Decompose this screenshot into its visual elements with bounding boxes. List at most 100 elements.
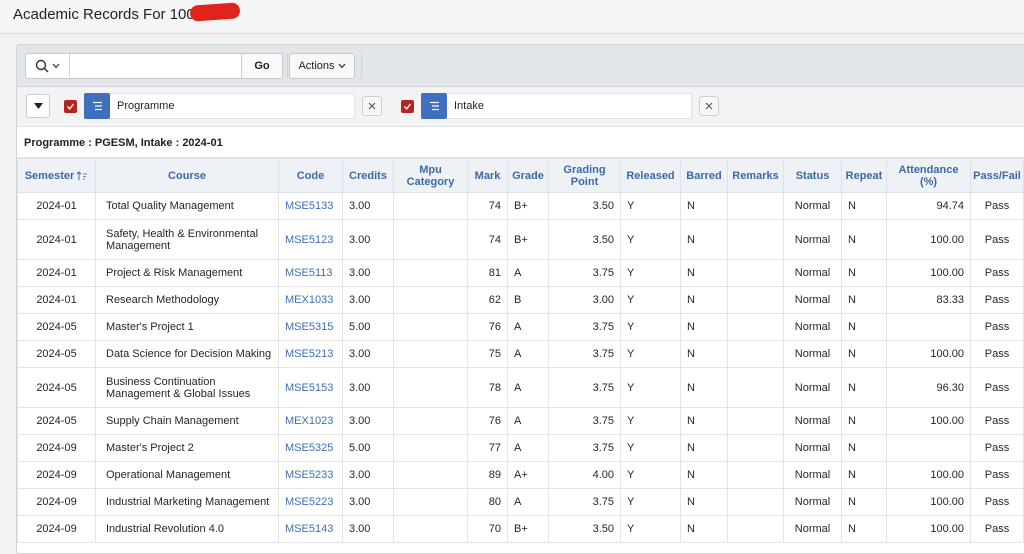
repeat-cell: N (841, 219, 887, 260)
grade-cell: A+ (507, 461, 549, 489)
filter-programme-checkbox[interactable] (64, 100, 77, 113)
table-row: 2024-09 Master's Project 2 MSE5325 5.00 77 A 3… (17, 434, 1024, 462)
remove-filter-programme-button[interactable] (362, 96, 382, 116)
semester-cell: 2024-05 (17, 367, 96, 408)
table-row: 2024-01 Project & Risk Management MSE5113 3… (17, 259, 1024, 287)
grade-cell: A (507, 259, 549, 287)
credits-cell: 5.00 (342, 434, 394, 462)
code-link[interactable]: MSE5113 (278, 259, 343, 287)
table-row: 2024-05 Data Science for Decision Making M… (17, 340, 1024, 368)
mark-cell: 75 (467, 340, 508, 368)
remarks-cell (727, 259, 784, 287)
repeat-cell: N (841, 313, 887, 341)
search-input[interactable] (71, 54, 241, 78)
released-cell: Y (620, 340, 681, 368)
released-cell: Y (620, 434, 681, 462)
course-cell: Operational Management (95, 461, 279, 489)
code-link[interactable]: MSE5315 (278, 313, 343, 341)
grading-point-cell: 3.00 (548, 286, 621, 314)
attendance-cell: 100.00 (886, 259, 971, 287)
column-header-credits[interactable]: Credits (342, 158, 394, 193)
grading-point-cell: 3.75 (548, 434, 621, 462)
collapse-filters-button[interactable] (26, 94, 50, 118)
code-link[interactable]: MEX1033 (278, 286, 343, 314)
grade-cell: B+ (507, 219, 549, 260)
attendance-cell: 100.00 (886, 488, 971, 516)
grade-cell: A (507, 340, 549, 368)
table-header-row: Semester Course Code Credits Mpu Categor… (17, 158, 1024, 193)
attendance-cell: 96.30 (886, 367, 971, 408)
code-link[interactable]: MSE5233 (278, 461, 343, 489)
search-scope-button[interactable] (26, 54, 70, 78)
repeat-cell: N (841, 434, 887, 462)
code-link[interactable]: MEX1023 (278, 407, 343, 435)
column-header-grading-point[interactable]: Grading Point (548, 158, 621, 193)
status-cell: Normal (783, 340, 842, 368)
grading-point-cell: 3.50 (548, 219, 621, 260)
mpu-category-cell (393, 340, 468, 368)
column-header-mark[interactable]: Mark (467, 158, 508, 193)
column-header-attendance[interactable]: Attendance (%) (886, 158, 971, 193)
status-cell: Normal (783, 259, 842, 287)
code-link[interactable]: MSE5153 (278, 367, 343, 408)
code-link[interactable]: MSE5143 (278, 515, 343, 543)
column-header-repeat[interactable]: Repeat (841, 158, 887, 193)
mark-cell: 80 (467, 488, 508, 516)
credits-cell: 3.00 (342, 259, 394, 287)
report-toolbar: Go Actions (17, 45, 1024, 87)
grade-cell: B (507, 286, 549, 314)
course-cell: Business Continuation Management & Globa… (95, 367, 279, 408)
credits-cell: 3.00 (342, 219, 394, 260)
semester-cell: 2024-01 (17, 192, 96, 220)
remarks-cell (727, 488, 784, 516)
go-button[interactable]: Go (241, 54, 282, 78)
status-cell: Normal (783, 286, 842, 314)
actions-button[interactable]: Actions (289, 53, 355, 79)
column-header-status[interactable]: Status (783, 158, 842, 193)
close-icon (705, 102, 713, 110)
barred-cell: N (680, 340, 728, 368)
caret-down-icon (33, 103, 43, 109)
mark-cell: 74 (467, 219, 508, 260)
status-cell: Normal (783, 461, 842, 489)
mark-cell: 76 (467, 313, 508, 341)
credits-cell: 3.00 (342, 407, 394, 435)
control-break-heading: Programme : PGESM, Intake : 2024-01 (17, 128, 1024, 158)
column-header-barred[interactable]: Barred (680, 158, 728, 193)
grade-cell: A (507, 313, 549, 341)
mpu-category-cell (393, 286, 468, 314)
mark-cell: 81 (467, 259, 508, 287)
code-link[interactable]: MSE5325 (278, 434, 343, 462)
filter-bar: Programme Intake (17, 87, 1024, 127)
check-icon (403, 103, 412, 110)
pass-fail-cell: Pass (970, 461, 1024, 489)
course-cell: Supply Chain Management (95, 407, 279, 435)
column-header-grade[interactable]: Grade (507, 158, 549, 193)
column-header-course[interactable]: Course (95, 158, 279, 193)
semester-cell: 2024-09 (17, 488, 96, 516)
column-header-mpu-category[interactable]: Mpu Category (393, 158, 468, 193)
code-link[interactable]: MSE5133 (278, 192, 343, 220)
column-header-remarks[interactable]: Remarks (727, 158, 784, 193)
code-link[interactable]: MSE5123 (278, 219, 343, 260)
mpu-category-cell (393, 259, 468, 287)
column-header-pass-fail[interactable]: Pass/Fail (970, 158, 1024, 193)
barred-cell: N (680, 367, 728, 408)
filter-intake-label[interactable]: Intake (447, 93, 692, 119)
filter-programme-label[interactable]: Programme (110, 93, 355, 119)
grading-point-cell: 3.75 (548, 488, 621, 516)
code-link[interactable]: MSE5213 (278, 340, 343, 368)
semester-cell: 2024-09 (17, 434, 96, 462)
column-header-code[interactable]: Code (278, 158, 343, 193)
semester-cell: 2024-01 (17, 286, 96, 314)
code-link[interactable]: MSE5223 (278, 488, 343, 516)
remove-filter-intake-button[interactable] (699, 96, 719, 116)
column-header-semester[interactable]: Semester (17, 158, 96, 193)
chevron-down-icon (338, 63, 345, 69)
records-table: Semester Course Code Credits Mpu Categor… (17, 158, 1024, 543)
credits-cell: 3.00 (342, 461, 394, 489)
filter-intake-checkbox[interactable] (401, 100, 414, 113)
column-header-released[interactable]: Released (620, 158, 681, 193)
repeat-cell: N (841, 461, 887, 489)
attendance-cell: 83.33 (886, 286, 971, 314)
